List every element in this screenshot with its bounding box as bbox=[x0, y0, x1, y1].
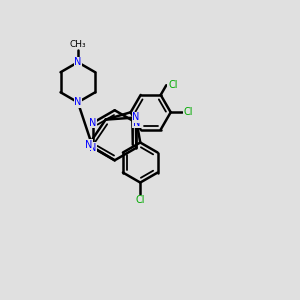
Text: N: N bbox=[132, 112, 140, 122]
Text: N: N bbox=[133, 118, 140, 128]
Text: Cl: Cl bbox=[184, 107, 193, 117]
Text: Cl: Cl bbox=[136, 195, 145, 205]
Text: CH₃: CH₃ bbox=[70, 40, 86, 49]
Text: N: N bbox=[74, 97, 82, 107]
Text: N: N bbox=[74, 57, 82, 67]
Text: N: N bbox=[89, 118, 97, 128]
Text: N: N bbox=[89, 143, 97, 153]
Text: N: N bbox=[85, 140, 92, 150]
Text: Cl: Cl bbox=[168, 80, 178, 90]
